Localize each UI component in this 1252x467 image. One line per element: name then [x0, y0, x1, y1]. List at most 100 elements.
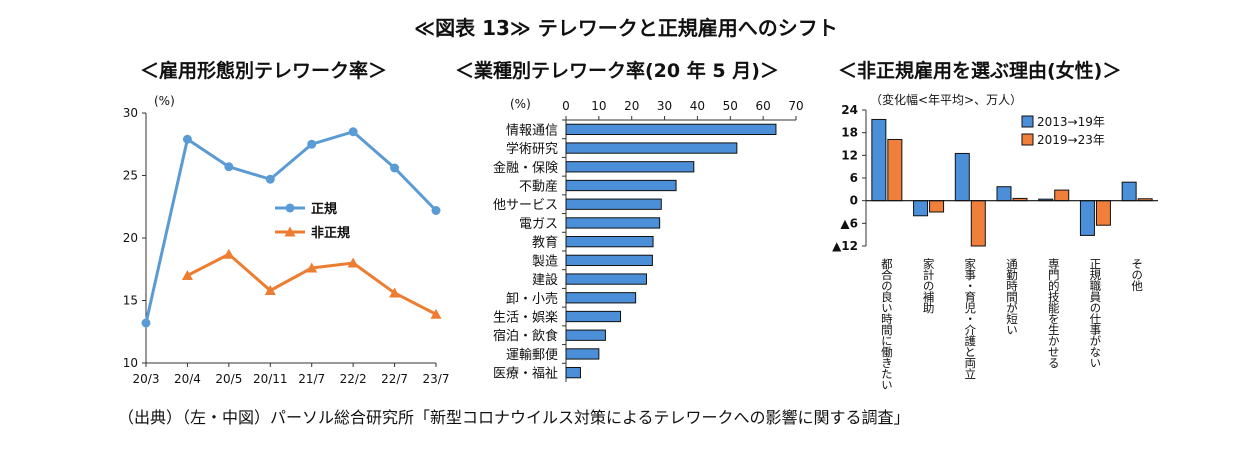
category-label: 金融・保険 — [493, 160, 558, 176]
x-tick-label: 20/4 — [174, 372, 201, 386]
data-point — [348, 127, 358, 137]
x-tick-label: 20/5 — [215, 372, 242, 386]
data-point — [181, 270, 193, 280]
bar — [565, 310, 622, 323]
data-point — [307, 139, 317, 149]
y-tick-label: 0 — [850, 194, 858, 208]
unit-label: (%) — [154, 94, 175, 108]
bar-series2 — [970, 200, 986, 247]
data-point — [182, 134, 192, 144]
category-label: 電ガス — [519, 217, 558, 232]
category-label: 運輸郵便 — [506, 348, 558, 363]
category-label: 宿泊・飲食 — [493, 328, 558, 344]
data-point — [431, 206, 441, 215]
category-label: 通勤時間が短い — [1005, 258, 1019, 335]
category-label: 家計の補助 — [922, 257, 936, 314]
legend-label: 正規 — [311, 202, 337, 217]
bar-series1 — [954, 152, 970, 202]
category-label: 医療・福祉 — [493, 367, 558, 382]
category-label: 不動産 — [519, 179, 558, 195]
x-tick-label: 0 — [562, 99, 570, 113]
category-label: 教育 — [532, 235, 558, 251]
y-tick-label: 18 — [841, 126, 858, 140]
category-label: 都合の良い時間に働きたい — [880, 258, 894, 390]
legend-marker — [284, 226, 296, 237]
unit-label: (%) — [510, 97, 531, 111]
category-label: 卸・小売 — [506, 291, 558, 307]
bar-series1 — [1121, 181, 1137, 202]
x-tick-label: 30 — [657, 99, 672, 113]
data-point — [389, 287, 401, 298]
bar — [565, 179, 677, 192]
x-tick-label: 22/7 — [381, 372, 408, 386]
bar-series1 — [871, 118, 887, 202]
bar — [565, 292, 637, 304]
data-point — [347, 257, 359, 268]
bar — [565, 198, 662, 210]
series-line-regular — [144, 130, 438, 324]
bar-series1 — [913, 200, 929, 217]
category-label: 生活・娯楽 — [493, 310, 558, 326]
chart1-subtitle: ＜雇用形態別テレワーク率＞ — [140, 60, 388, 82]
bar — [565, 161, 695, 173]
y-tick-label: 25 — [123, 169, 138, 183]
legend-label: 非正規 — [311, 225, 350, 241]
category-label: 他サービス — [493, 198, 558, 213]
category-label: 製造 — [532, 254, 558, 269]
x-tick-label: 70 — [788, 99, 803, 113]
y-tick-label: 12 — [841, 148, 858, 162]
category-label: 学術研究 — [506, 141, 558, 157]
source-note: （出典）（左・中図）パーソル総合研究所「新型コロナウイルス対策によるテレワークへ… — [118, 408, 910, 427]
x-tick-label: 21/7 — [298, 372, 325, 386]
data-point — [306, 262, 318, 273]
bar — [565, 217, 661, 229]
bar-series1 — [996, 186, 1012, 202]
bar-series2 — [887, 138, 903, 202]
data-point — [223, 248, 235, 259]
x-tick-label: 40 — [690, 99, 705, 113]
category-label: 専門的技能を生かせる — [1047, 258, 1061, 368]
category-label: 正規職員の仕事がない — [1088, 258, 1102, 368]
y-tick-label: ▲6 — [840, 216, 858, 230]
x-tick-label: 20/11 — [253, 372, 288, 386]
category-label: 建設 — [532, 272, 558, 288]
chart2-subtitle: ＜業種別テレワーク率(20 年 5 月)＞ — [455, 60, 779, 82]
bar — [565, 235, 654, 248]
x-tick-label: 20 — [624, 99, 639, 113]
bar — [565, 254, 653, 267]
bar — [565, 348, 600, 360]
category-label: 家事・育児・介護と両立 — [963, 257, 977, 379]
y-tick-label: 30 — [123, 106, 138, 120]
bar-series1 — [1079, 200, 1095, 236]
bar — [565, 142, 738, 154]
legend-swatch — [1021, 133, 1034, 146]
data-point — [141, 318, 151, 328]
category-label: その他 — [1130, 258, 1144, 291]
chart3-subtitle: ＜非正規雇用を選ぶ理由(女性)＞ — [838, 60, 1122, 82]
page-title: ≪図表 13≫ テレワークと正規雇用へのシフト — [414, 16, 838, 40]
y-tick-label: 24 — [841, 103, 858, 117]
bar — [565, 366, 581, 379]
x-tick-label: 20/3 — [133, 372, 160, 386]
y-tick-label: ▲12 — [832, 239, 858, 253]
data-point — [390, 163, 400, 173]
bar — [565, 273, 647, 285]
category-label: 情報通信 — [506, 123, 558, 138]
bar-series2 — [1054, 189, 1070, 202]
x-tick-label: 22/2 — [340, 372, 367, 386]
data-point — [430, 308, 442, 319]
bar-series2 — [1095, 200, 1111, 226]
x-tick-label: 50 — [723, 99, 738, 113]
unit-label: （変化幅<年平均>、万人） — [870, 92, 1022, 107]
legend-label: 2013→19年 — [1037, 115, 1105, 129]
data-point — [265, 174, 275, 184]
y-tick-label: 6 — [850, 171, 858, 185]
y-tick-label: 10 — [123, 356, 138, 370]
data-point — [224, 162, 234, 172]
bar — [565, 329, 606, 341]
x-tick-label: 23/7 — [423, 372, 450, 386]
x-tick-label: 10 — [591, 99, 606, 113]
